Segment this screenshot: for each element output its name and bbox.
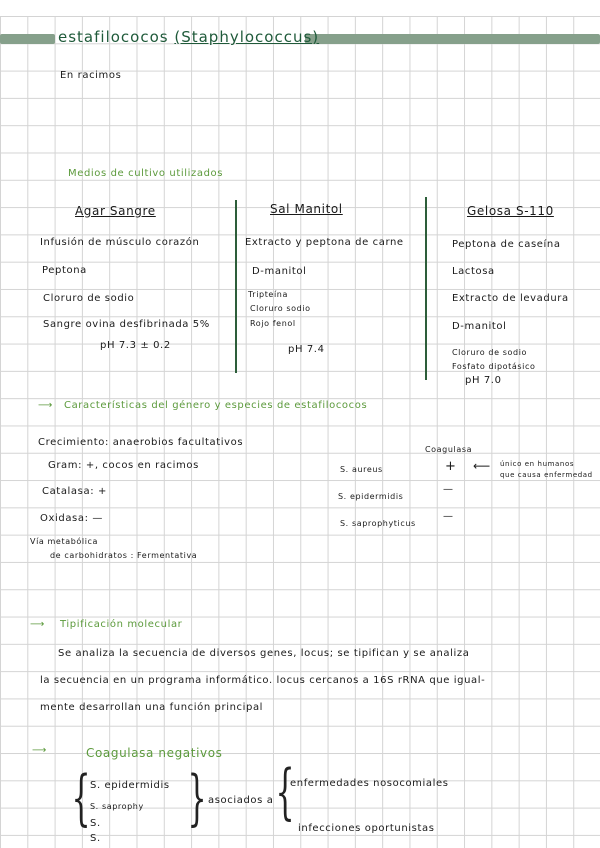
list-item: Peptona de caseína <box>452 239 561 250</box>
list-item: Cloruro de sodio <box>452 348 528 357</box>
coagulase-result: — <box>443 511 454 522</box>
coagulase-result: — <box>443 484 454 495</box>
outcome: infecciones oportunistas <box>298 823 435 834</box>
list-item: Extracto y peptona de carne <box>245 237 404 248</box>
paragraph-line: Se analiza la secuencia de diversos gene… <box>58 648 470 659</box>
characteristics-heading: Características del género y especies de… <box>64 400 368 411</box>
characteristic-row: Gram: +, cocos en racimos <box>48 460 199 471</box>
list-item: Cloruro sodio <box>250 304 311 313</box>
note: único en humanos <box>500 460 575 468</box>
ph-value: pH 7.0 <box>465 375 502 386</box>
media-heading: Medios de cultivo utilizados <box>68 168 224 179</box>
title-main: estafilococos <box>58 28 169 46</box>
left-brace-icon: { <box>71 763 91 833</box>
list-item: Peptona <box>42 265 87 276</box>
metabolic-label: Vía metabólica <box>30 537 99 546</box>
coagulase-label: Coagulasa <box>425 445 473 454</box>
column-header-gelosa: Gelosa S-110 <box>467 204 554 218</box>
column-divider <box>235 200 237 373</box>
metabolic-label: de carbohidratos : Fermentativa <box>50 551 198 560</box>
characteristic-row: Catalasa: + <box>42 486 107 497</box>
title-latin: (Staphylococcus) <box>174 28 320 46</box>
ph-value: pH 7.4 <box>288 344 325 355</box>
list-item: Infusión de músculo corazón <box>40 237 200 248</box>
species-name: S. epidermidis <box>338 492 404 501</box>
list-item: Sangre ovina desfibrinada 5% <box>43 319 210 330</box>
characteristic-row: Crecimiento: anaerobios facultativos <box>38 437 244 448</box>
species-name: S. <box>90 818 101 829</box>
outcome: enfermedades nosocomiales <box>290 778 449 789</box>
column-header-sal-manitol: Sal Manitol <box>270 202 343 216</box>
arrow-icon: ⟶ <box>30 619 45 630</box>
associated-label: asociados a <box>208 795 274 806</box>
list-item: Lactosa <box>452 266 495 277</box>
paragraph-line: la secuencia en un programa informático.… <box>40 675 486 686</box>
subtitle: En racimos <box>60 70 122 81</box>
list-item: Extracto de levadura <box>452 293 569 304</box>
column-header-agar-sangre: Agar Sangre <box>75 204 156 218</box>
arrow-icon: ⟶ <box>32 745 47 756</box>
species-name: S. aureus <box>340 465 383 474</box>
grid-paper <box>0 16 600 848</box>
species-name: S. saprophyticus <box>340 519 416 528</box>
list-item: D-manitol <box>252 266 307 277</box>
list-item: D-manitol <box>452 321 507 332</box>
arrow-icon: ⟶ <box>38 400 53 411</box>
list-item: Cloruro de sodio <box>43 293 135 304</box>
list-item: Fosfato dipotásico <box>452 362 536 371</box>
note: que causa enfermedad <box>500 471 593 479</box>
species-name: S. epidermidis <box>90 780 170 791</box>
typing-heading: Tipificación molecular <box>60 619 183 630</box>
title-bar-right <box>305 34 600 44</box>
ph-value: pH 7.3 ± 0.2 <box>100 340 171 351</box>
negatives-heading: Coagulasa negativos <box>86 746 223 760</box>
list-item: Tripteína <box>248 290 288 299</box>
coagulase-result: + <box>445 459 457 474</box>
column-divider <box>425 197 427 380</box>
list-item: Rojo fenol <box>250 319 296 328</box>
paragraph-line: mente desarrollan una función principal <box>40 702 264 713</box>
characteristic-row: Oxidasa: — <box>40 513 103 524</box>
right-brace-icon: } <box>187 763 207 833</box>
title-bar-left <box>0 34 55 44</box>
left-brace-icon: { <box>275 757 295 827</box>
arrow-left-icon: ⟵ <box>473 459 491 473</box>
page-title: estafilococos (Staphylococcus) <box>58 28 319 46</box>
species-name: S. saprophy <box>90 802 144 811</box>
species-name: S. <box>90 833 101 844</box>
